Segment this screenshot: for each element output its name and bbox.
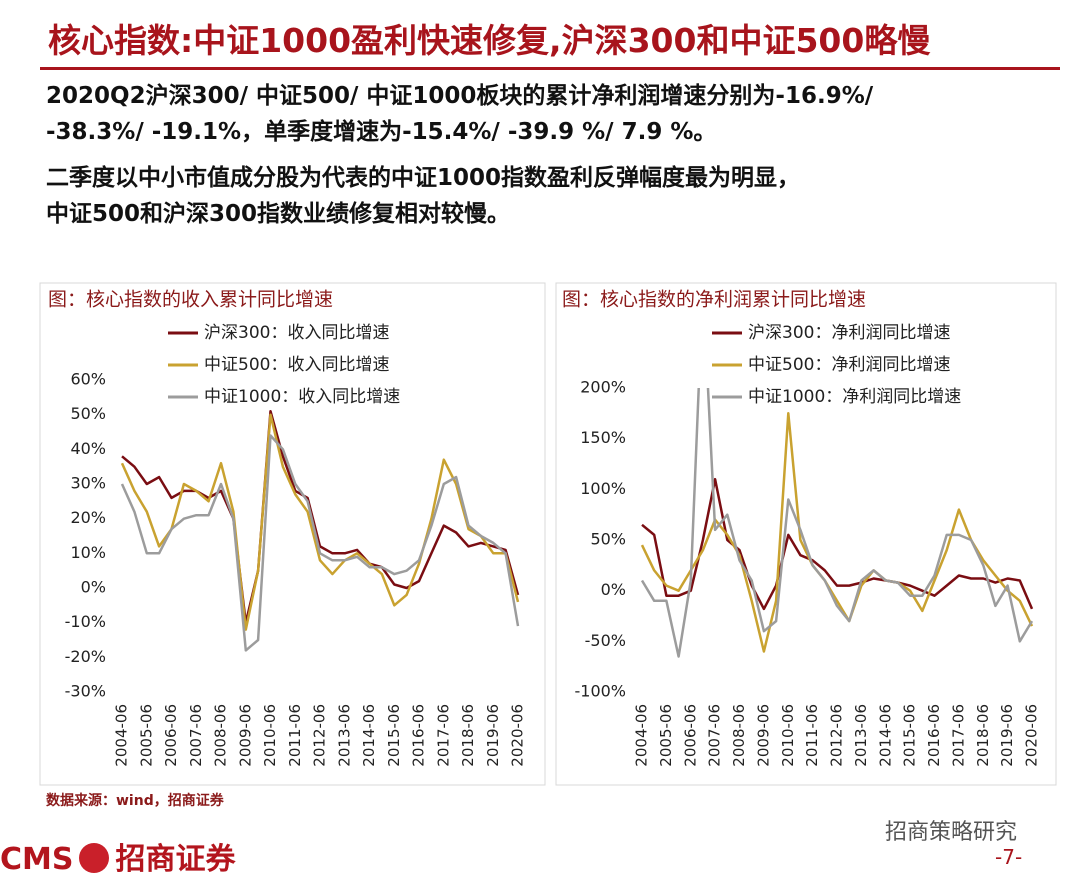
x-tick-label: 2018-06 xyxy=(459,704,477,767)
x-tick-label: 2007-06 xyxy=(706,704,724,767)
x-tick-label: 2017-06 xyxy=(949,704,967,767)
x-tick-label: 2012-06 xyxy=(311,704,329,767)
y-tick-label: 50% xyxy=(70,404,106,423)
legend-label: 中证500：净利润同比增速 xyxy=(748,355,950,375)
slide-title: 核心指数:中证1000盈利快速修复,沪深300和中证500略慢 xyxy=(48,21,931,60)
series-line xyxy=(641,477,1034,611)
y-tick-label: 100% xyxy=(580,479,626,498)
text-line: 中证500和沪深300指数业绩修复相对较慢。 xyxy=(46,201,511,227)
y-tick-label: 60% xyxy=(70,370,106,389)
text-line: -38.3%/ -19.1%，单季度增速为-15.4%/ -39.9 %/ 7.… xyxy=(46,119,717,145)
logo-name: 招商证券 xyxy=(115,842,236,875)
x-tick-label: 2019-06 xyxy=(998,704,1016,767)
x-tick-label: 2009-06 xyxy=(754,704,772,767)
y-tick-label: 0% xyxy=(601,580,626,599)
y-tick-label: -10% xyxy=(65,612,106,631)
x-tick-label: 2015-06 xyxy=(901,704,919,767)
title-rule xyxy=(40,67,1060,70)
x-tick-label: 2006-06 xyxy=(681,704,699,767)
y-tick-label: 50% xyxy=(590,530,626,549)
x-tick-label: 2008-06 xyxy=(212,704,230,767)
x-tick-label: 2005-06 xyxy=(137,704,155,767)
x-tick-label: 2005-06 xyxy=(657,704,675,767)
x-tick-label: 2008-06 xyxy=(730,704,748,767)
y-tick-label: 10% xyxy=(70,543,106,562)
y-tick-label: -50% xyxy=(585,631,626,650)
x-tick-label: 2016-06 xyxy=(925,704,943,767)
y-tick-label: 30% xyxy=(70,474,106,493)
series-line xyxy=(640,412,1034,653)
x-tick-label: 2014-06 xyxy=(876,704,894,767)
x-tick-label: 2018-06 xyxy=(974,704,992,767)
y-tick-label: -100% xyxy=(574,682,626,701)
x-tick-label: 2014-06 xyxy=(360,704,378,767)
chart-title: 图：核心指数的净利润累计同比增速 xyxy=(562,289,866,311)
chart-title: 图：核心指数的收入累计同比增速 xyxy=(48,289,333,311)
chart-panel xyxy=(555,282,1057,786)
x-tick-label: 2017-06 xyxy=(434,704,452,767)
legend-label: 中证1000：净利润同比增速 xyxy=(748,387,961,407)
x-tick-label: 2006-06 xyxy=(162,704,180,767)
chart-panel xyxy=(39,282,546,786)
x-tick-label: 2015-06 xyxy=(385,704,403,767)
y-tick-label: 0% xyxy=(81,578,106,597)
x-tick-label: 2011-06 xyxy=(286,704,304,767)
x-tick-label: 2007-06 xyxy=(187,704,205,767)
x-tick-label: 2011-06 xyxy=(803,704,821,767)
legend-label: 沪深300：净利润同比增速 xyxy=(748,323,950,343)
watermark: 招商策略研究 xyxy=(885,820,1018,845)
x-tick-label: 2012-06 xyxy=(828,704,846,767)
y-tick-label: 20% xyxy=(70,508,106,527)
series-line xyxy=(121,409,520,624)
x-tick-label: 2009-06 xyxy=(236,704,254,767)
text-line: 2020Q2沪深300/ 中证500/ 中证1000板块的累计净利润增速分别为-… xyxy=(46,83,874,109)
series-line xyxy=(120,413,520,631)
y-tick-label: -30% xyxy=(65,682,106,701)
legend-label: 中证1000：收入同比增速 xyxy=(204,387,400,407)
y-tick-label: 150% xyxy=(580,428,626,447)
x-tick-label: 2013-06 xyxy=(852,704,870,767)
logo: CMS 招商证券 xyxy=(0,834,235,875)
x-tick-label: 2016-06 xyxy=(410,704,428,767)
y-tick-label: 200% xyxy=(580,378,626,397)
logo-icon xyxy=(79,843,110,873)
paragraph: 2020Q2沪深300/ 中证500/ 中证1000板块的累计净利润增速分别为-… xyxy=(46,78,873,150)
x-tick-label: 2010-06 xyxy=(779,704,797,767)
x-tick-label: 2019-06 xyxy=(484,704,502,767)
y-tick-label: -20% xyxy=(65,647,106,666)
logo-mark: CMS xyxy=(0,842,74,875)
y-tick-label: 40% xyxy=(70,439,106,458)
x-tick-label: 2010-06 xyxy=(261,704,279,767)
series-line xyxy=(120,434,520,652)
x-tick-label: 2020-06 xyxy=(509,704,527,767)
series-line xyxy=(640,388,1034,658)
legend-label: 沪深300：收入同比增速 xyxy=(204,323,389,343)
x-tick-label: 2013-06 xyxy=(335,704,353,767)
paragraph: 二季度以中小市值成分股为代表的中证1000指数盈利反弹幅度最为明显， 中证500… xyxy=(46,160,800,232)
legend-label: 中证500：收入同比增速 xyxy=(204,355,389,375)
text-line: 二季度以中小市值成分股为代表的中证1000指数盈利反弹幅度最为明显， xyxy=(46,165,801,191)
x-tick-label: 2004-06 xyxy=(113,704,131,767)
x-tick-label: 2020-06 xyxy=(1023,704,1041,767)
x-tick-label: 2004-06 xyxy=(633,704,651,767)
source: 数据来源：wind，招商证券 xyxy=(46,793,224,809)
page-number: -7- xyxy=(995,845,1023,869)
